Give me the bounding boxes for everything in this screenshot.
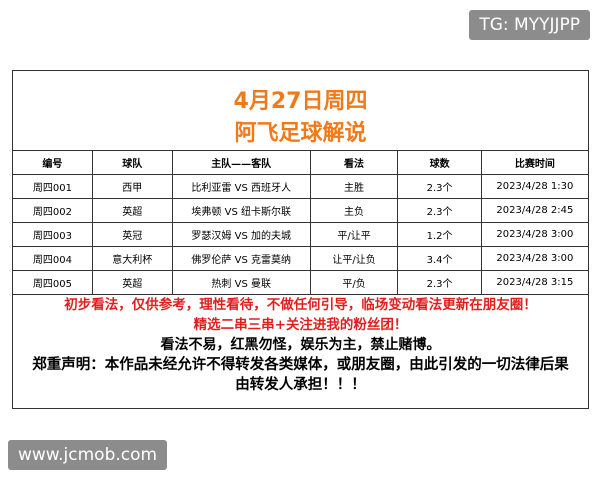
- cell: 平/让平: [309, 222, 399, 247]
- cell: 1.2个: [397, 222, 482, 247]
- note: 看法不易，红黑勿怪，娱乐为主，禁止赌博。: [160, 337, 441, 353]
- match-table: 编号 球队 主队——客队 看法 球数 比赛时间 周四001 西甲 比利亚雷 VS 西班牙人 主胜…: [12, 150, 590, 295]
- cell: 罗瑟汉姆 VS 加的夫城: [171, 222, 311, 247]
- cell: 热刺 VS 曼联: [171, 270, 311, 295]
- cell: 英超: [91, 198, 173, 223]
- cell: 意大利杯: [91, 246, 173, 271]
- cell: 主胜: [309, 174, 399, 199]
- column-header: 编号: [12, 150, 93, 175]
- column-header: 看法: [309, 150, 399, 175]
- table-row: 周四001 西甲 比利亚雷 VS 西班牙人 主胜 2.3个 2023/4/28 1:30: [12, 174, 590, 199]
- column-header: 主队——客队: [171, 150, 311, 175]
- title: 阿飞足球解说: [234, 121, 367, 146]
- table-row: 周四004 意大利杯 佛罗伦萨 VS 克雷莫纳 让平/让负 3.4个 2023/4/28 …: [12, 246, 590, 271]
- cell: 比利亚雷 VS 西班牙人: [171, 174, 311, 199]
- cell: 埃弗顿 VS 纽卡斯尔联: [171, 198, 311, 223]
- cell: 2023/4/28 2:45: [480, 198, 590, 223]
- cell: 周四002: [12, 198, 93, 223]
- note: 由转发人承担！！！: [235, 377, 366, 393]
- cell: 佛罗伦萨 VS 克雷莫纳: [171, 246, 311, 271]
- cell: 周四003: [12, 222, 93, 247]
- sheet: 4月27日周四 阿飞足球解说 编号 球队 主队——客队 看法 球数 比赛时间 周四001 西…: [12, 70, 590, 409]
- column-header: 球数: [397, 150, 482, 175]
- table-row: 周四002 英超 埃弗顿 VS 纽卡斯尔联 主负 2.3个 2023/4/28 2:45: [12, 198, 590, 223]
- cell: 2023/4/28 3:00: [480, 246, 590, 271]
- table-row: 周四003 英冠 罗瑟汉姆 VS 加的夫城 平/让平 1.2个 2023/4/28 3:0…: [12, 222, 590, 247]
- cell: 英冠: [91, 222, 173, 247]
- note: 精选二串三串+关注进我的粉丝团！: [193, 317, 408, 333]
- cell: 周四004: [12, 246, 93, 271]
- cell: 2.3个: [397, 270, 482, 295]
- note: 郑重声明：本作品未经允许不得转发各类媒体，或朋友圈，由此引发的一切法律后果: [32, 357, 569, 373]
- cell: 2023/4/28 3:15: [480, 270, 590, 295]
- column-header: 比赛时间: [480, 150, 590, 175]
- cell: 周四001: [12, 174, 93, 199]
- table-row: 周四005 英超 热刺 VS 曼联 平/负 2.3个 2023/4/28 3:15: [12, 270, 590, 295]
- note: 初步看法，仅供参考，理性看待，不做任何引导，临场变动看法更新在朋友圈！: [64, 297, 537, 313]
- watermark-bottom: www.jcmob.com: [8, 440, 168, 470]
- table-body: 周四001 西甲 比利亚雷 VS 西班牙人 主胜 2.3个 2023/4/28 1:30 周…: [12, 174, 590, 295]
- cell: 3.4个: [397, 246, 482, 271]
- cell: 2.3个: [397, 198, 482, 223]
- cell: 2.3个: [397, 174, 482, 199]
- cell: 主负: [309, 198, 399, 223]
- cell: 2023/4/28 3:00: [480, 222, 590, 247]
- cell: 周四005: [12, 270, 93, 295]
- notes: 初步看法，仅供参考，理性看待，不做任何引导，临场变动看法更新在朋友圈！ 精选二串三…: [13, 295, 588, 395]
- header-row: 编号 球队 主队——客队 看法 球数 比赛时间: [12, 150, 590, 175]
- watermark-top: TG: MYYJJPP: [469, 10, 590, 40]
- cell: 英超: [91, 270, 173, 295]
- cell: 平/负: [309, 270, 399, 295]
- date: 4月27日周四: [233, 89, 368, 114]
- column-header: 球队: [91, 150, 173, 175]
- cell: 2023/4/28 1:30: [480, 174, 590, 199]
- cell: 让平/让负: [309, 246, 399, 271]
- cell: 西甲: [91, 174, 173, 199]
